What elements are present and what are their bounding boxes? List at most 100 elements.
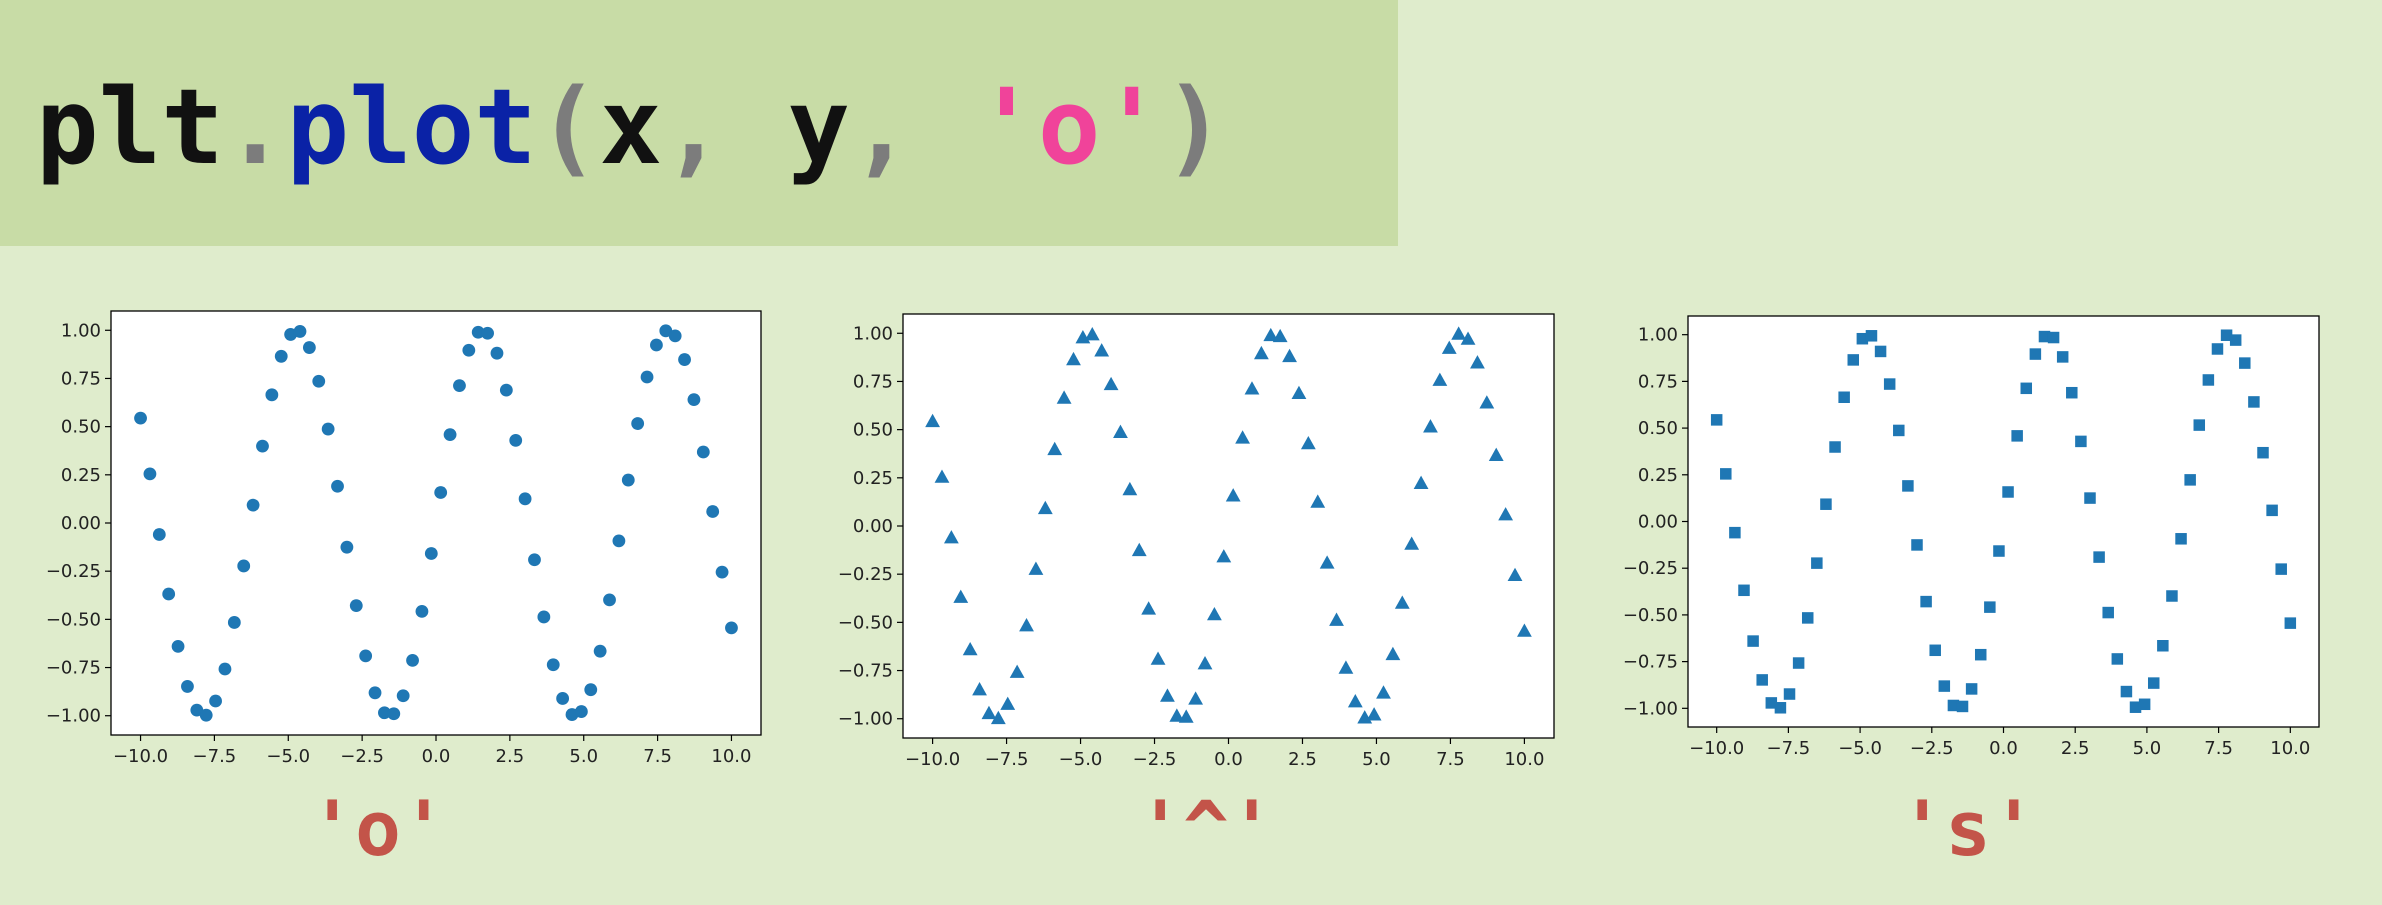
data-point [471,325,485,339]
data-point [1094,343,1110,357]
data-point [256,439,269,453]
data-point [1947,699,1960,712]
data-point [1423,419,1438,433]
data-point [1338,660,1354,674]
data-point [1451,326,1467,340]
data-point [2284,617,2297,629]
data-point [612,534,626,548]
marker-caption: 's' [1899,784,2036,873]
data-point [1207,606,1222,621]
x-tick-label: −10.0 [905,749,960,770]
data-point [621,473,635,487]
x-tick-label: −5.0 [266,746,310,767]
data-point [1974,648,1987,661]
x-tick-label: 7.5 [2204,738,2233,759]
data-point [1488,447,1504,461]
data-point [593,644,607,658]
data-point [668,329,682,343]
chart-circle: −10.0 −7.5 −5.0 −2.5 0.0 2.5 5.0 7.5 10.0 1.00 0.7… [46,310,762,873]
data-point [143,467,157,481]
data-point [1160,688,1175,702]
code-token: plt [36,66,224,188]
data-point [1783,688,1796,700]
y-tick-label: 1.00 [1638,325,1678,346]
y-tick-label: −0.50 [1623,605,1678,626]
x-tick-label: 2.5 [2061,738,2090,759]
data-point [2084,492,2096,504]
data-point [2202,374,2215,386]
y-tick-label: 0.00 [1638,512,1678,533]
data-point [312,374,326,388]
data-point [1847,354,1860,366]
data-point [2102,606,2114,619]
data-point [443,428,457,442]
code-token: ) [1163,66,1226,188]
code-token: , [850,66,976,188]
x-tick-label: −5.0 [1059,749,1103,770]
data-point [1507,567,1523,582]
y-tick-label: −0.75 [1623,652,1678,673]
data-point [499,383,513,397]
data-point [218,662,232,676]
data-point [1756,674,1768,686]
data-point [1747,635,1759,647]
data-point [171,639,185,653]
y-tick-label: 0.75 [1638,371,1678,392]
data-point [1225,488,1241,502]
data-point [1000,696,1016,710]
data-point [650,338,663,352]
x-tick-label: −10.0 [113,746,168,767]
y-tick-label: −0.50 [46,609,101,630]
data-point [246,498,260,512]
data-point [1113,424,1128,438]
y-tick-label: 0.50 [853,420,893,441]
data-point [2275,563,2287,575]
data-point [1319,555,1335,569]
x-tick-label: −7.5 [985,749,1029,770]
data-point [340,540,354,554]
data-point [1811,557,1823,569]
data-point [274,349,288,363]
x-tick-label: 7.5 [643,746,672,767]
x-tick-label: 0.0 [1989,738,2018,759]
data-point [1441,340,1457,354]
data-point [152,528,166,541]
data-point [2257,446,2269,459]
x-tick-label: 5.0 [2133,738,2162,759]
data-point [934,469,950,483]
data-point [1829,441,1841,453]
data-point [2011,430,2023,442]
data-point [293,325,307,338]
data-point [943,530,959,544]
data-point [1738,584,1750,597]
code-token: plot [286,66,537,188]
data-point [725,621,738,635]
data-point [415,604,429,618]
data-point [1479,395,1495,409]
data-point [378,706,391,720]
marker-caption: 'o' [309,784,446,873]
data-point [2239,357,2251,369]
data-point [1517,623,1532,637]
code-token: 'o' [975,66,1164,188]
data-point [462,343,476,357]
data-point [1197,655,1213,670]
data-point [925,413,940,428]
data-point [1066,351,1081,366]
data-point [1883,378,1896,390]
x-tick-label: −5.0 [1838,738,1882,759]
data-point [1929,644,1941,657]
y-tick-label: −0.25 [838,564,893,585]
data-point [2211,343,2224,355]
x-tick-label: 7.5 [1436,749,1465,770]
data-point [537,610,551,624]
data-point [1122,481,1138,496]
code-token: , [662,66,788,188]
data-point [302,341,316,354]
data-point [1178,709,1194,723]
data-point [2166,590,2178,602]
data-point [1893,424,1905,437]
data-point [1235,430,1250,444]
data-point [584,683,598,697]
data-point [2138,698,2151,711]
